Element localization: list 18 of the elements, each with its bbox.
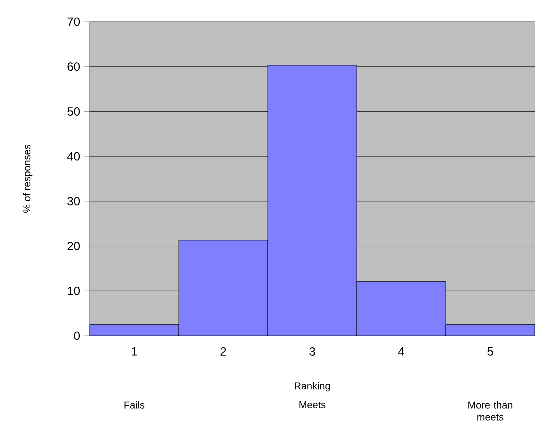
text: Meets bbox=[300, 402, 326, 408]
text: Fails bbox=[124, 402, 145, 409]
y-tick-label: 60 bbox=[68, 62, 80, 72]
y-tick-label: 70 bbox=[68, 18, 80, 26]
y-tick-label: 20 bbox=[68, 242, 80, 251]
x-axis-title: Ranking bbox=[295, 382, 330, 392]
y-tick-label: 40 bbox=[67, 152, 80, 161]
x-tick-label: 3 bbox=[310, 348, 316, 356]
y-tick-label: 50 bbox=[68, 107, 80, 116]
x-tick-label: 5 bbox=[488, 348, 494, 356]
x-tick-label: 2 bbox=[220, 348, 226, 356]
y-tick-label: 30 bbox=[68, 197, 80, 206]
x-tick-label: 4 bbox=[398, 348, 404, 356]
y-axis-title: % of responses bbox=[23, 145, 33, 213]
y-tick-label: 0 bbox=[74, 332, 80, 340]
text: More than meets bbox=[468, 402, 513, 421]
x-tick-label: 1 bbox=[132, 348, 138, 356]
y-tick-label: 10 bbox=[68, 286, 80, 296]
